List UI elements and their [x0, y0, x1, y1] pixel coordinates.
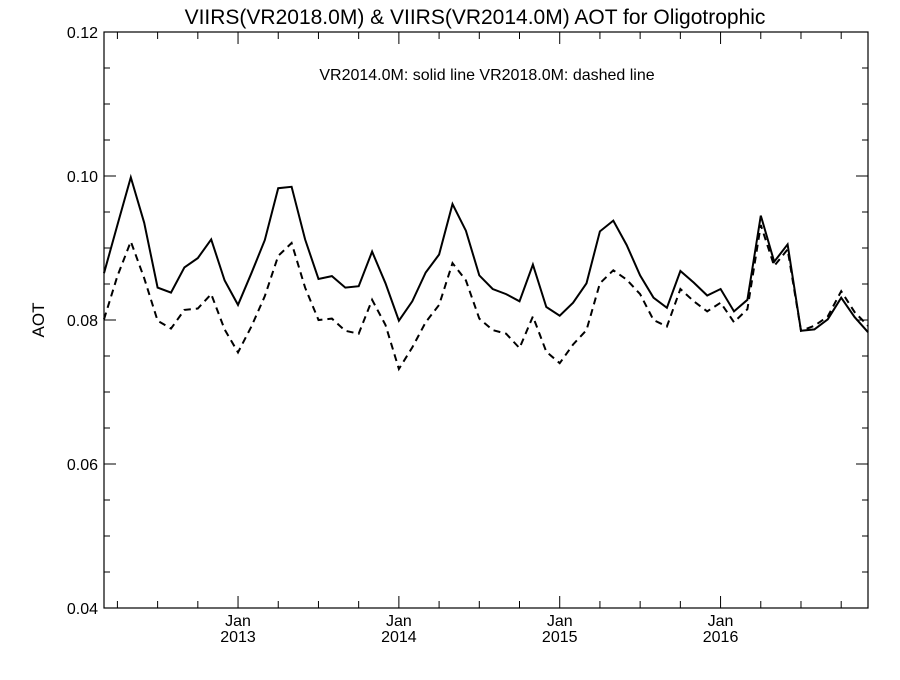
x-tick-label-month: Jan [708, 613, 734, 630]
y-axis-label: AOT [29, 303, 48, 338]
y-tick-label: 0.08 [67, 313, 98, 330]
chart-title: VIIRS(VR2018.0M) & VIIRS(VR2014.0M) AOT … [185, 6, 766, 29]
x-tick-label-year: 2014 [381, 629, 417, 646]
y-tick-label: 0.12 [67, 25, 98, 42]
x-tick-label-year: 2015 [542, 629, 578, 646]
x-tick-label-month: Jan [225, 613, 251, 630]
y-tick-label: 0.06 [67, 457, 98, 474]
series-line-vr2018-0m [103, 224, 869, 372]
line-style-annotation: VR2014.0M: solid line VR2018.0M: dashed … [319, 67, 654, 84]
y-tick-label: 0.04 [67, 601, 98, 618]
x-tick-label-year: 2016 [703, 629, 739, 646]
y-axis: 0.04 0.06 0.08 0.10 0.12 [67, 25, 868, 618]
series-line-vr2014-0m [103, 173, 869, 333]
x-tick-label-month: Jan [547, 613, 573, 630]
x-tick-label-year: 2013 [220, 629, 256, 646]
x-tick-label-month: Jan [386, 613, 412, 630]
y-tick-label: 0.10 [67, 169, 98, 186]
plot-frame [103, 31, 869, 609]
series-layer [103, 173, 869, 372]
